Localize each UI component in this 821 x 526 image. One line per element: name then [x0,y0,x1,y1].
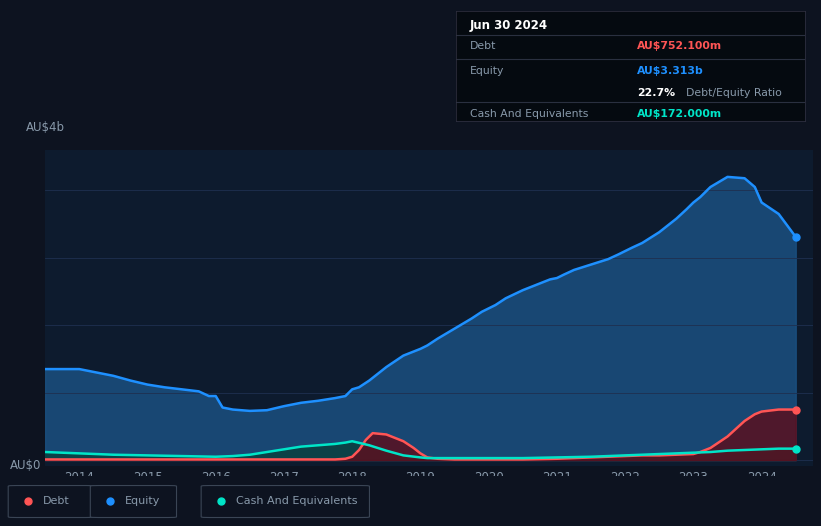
Text: 22.7%: 22.7% [637,88,675,98]
Text: Equity: Equity [470,66,504,76]
Text: Cash And Equivalents: Cash And Equivalents [236,496,357,506]
Text: AU$4b: AU$4b [26,121,66,134]
FancyBboxPatch shape [90,485,177,518]
Text: AU$172.000m: AU$172.000m [637,109,722,119]
Text: AU$0: AU$0 [10,459,41,472]
Text: Debt/Equity Ratio: Debt/Equity Ratio [686,88,782,98]
FancyBboxPatch shape [8,485,94,518]
Text: Debt: Debt [43,496,70,506]
Text: Equity: Equity [125,496,160,506]
FancyBboxPatch shape [201,485,369,518]
Text: Jun 30 2024: Jun 30 2024 [470,19,548,33]
Text: Debt: Debt [470,42,496,52]
Text: AU$752.100m: AU$752.100m [637,42,722,52]
Text: Cash And Equivalents: Cash And Equivalents [470,109,588,119]
Text: AU$3.313b: AU$3.313b [637,66,704,76]
